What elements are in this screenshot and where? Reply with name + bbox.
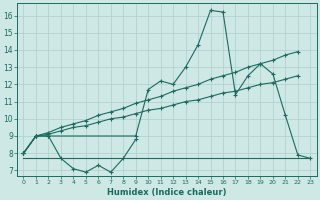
X-axis label: Humidex (Indice chaleur): Humidex (Indice chaleur) bbox=[107, 188, 227, 197]
